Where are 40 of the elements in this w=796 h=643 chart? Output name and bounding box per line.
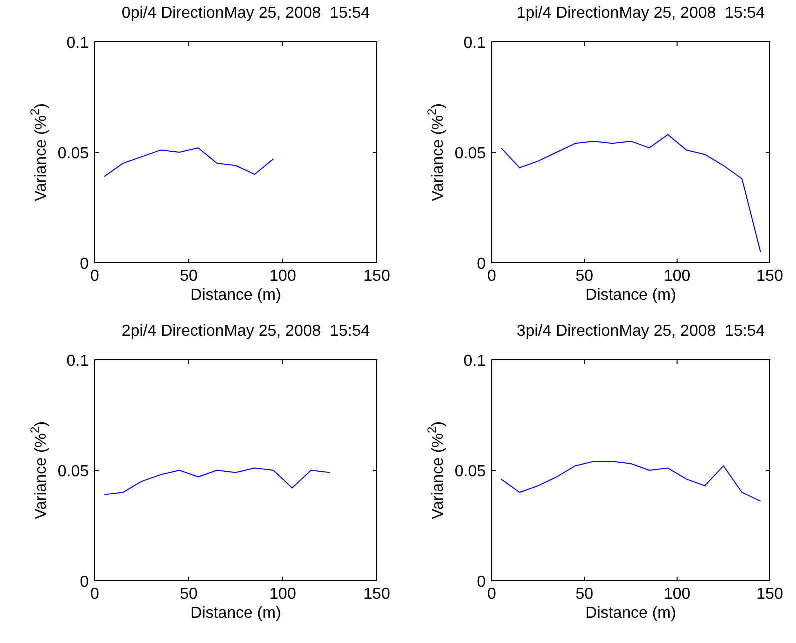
x-tick-label: 150	[756, 586, 784, 603]
x-axis-title: Distance (m)	[190, 605, 282, 622]
y-tick-label: 0.1	[66, 35, 90, 52]
x-axis-title: Distance (m)	[586, 605, 676, 622]
x-axis-title: Distance (m)	[586, 287, 676, 304]
x-tick-label: 0	[488, 586, 497, 603]
y-tick-label: 0	[80, 574, 90, 591]
chart-title: 0pi/4 DirectionMay 25, 2008 15:54	[122, 5, 370, 22]
line-series	[500, 134, 762, 252]
x-tick-label: 100	[270, 586, 296, 603]
chart-title: 1pi/4 DirectionMay 25, 2008 15:54	[516, 5, 766, 22]
x-tick-label: 50	[576, 268, 594, 285]
y-tick-label: 0	[477, 256, 486, 273]
x-tick-label: 150	[364, 586, 390, 603]
chart-title: 2pi/4 DirectionMay 25, 2008 15:54	[122, 323, 370, 340]
x-tick-label: 100	[270, 268, 296, 285]
chart-title: 3pi/4 DirectionMay 25, 2008 15:54	[516, 323, 766, 340]
x-axis-title: Distance (m)	[190, 287, 282, 304]
x-tick-label: 100	[664, 268, 691, 285]
line-series	[500, 461, 762, 502]
y-tick-label: 0.1	[464, 353, 486, 370]
x-tick-label: 100	[664, 586, 691, 603]
x-tick-label: 50	[576, 586, 594, 603]
x-tick-label: 50	[180, 268, 198, 285]
x-tick-label: 150	[364, 268, 390, 285]
x-tick-label: 150	[756, 268, 784, 285]
x-tick-label: 0	[488, 268, 497, 285]
y-tick-label: 0.1	[464, 35, 486, 52]
x-tick-label: 0	[90, 268, 100, 285]
y-tick-label: 0.1	[66, 353, 90, 370]
line-series	[104, 468, 330, 496]
x-tick-label: 50	[180, 586, 198, 603]
y-tick-label: 0.05	[58, 464, 90, 480]
y-tick-label: 0	[80, 256, 90, 273]
x-tick-label: 0	[90, 586, 100, 603]
line-series	[104, 148, 274, 178]
y-tick-label: 0	[477, 574, 486, 591]
y-tick-label: 0.05	[454, 146, 486, 162]
y-tick-label: 0.05	[58, 146, 90, 162]
y-tick-label: 0.05	[454, 464, 486, 480]
